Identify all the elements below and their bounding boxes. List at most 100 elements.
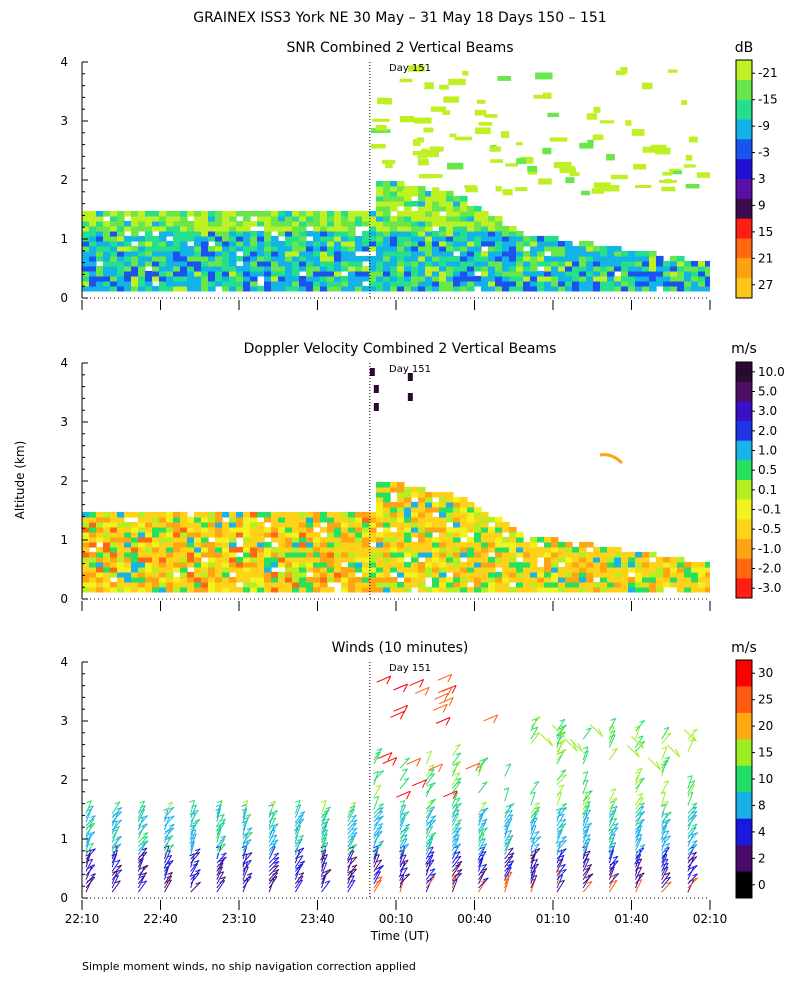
heatmap-cell <box>313 220 321 227</box>
wind-barb <box>111 811 123 823</box>
heatmap-cell <box>607 546 615 553</box>
heatmap-cell <box>376 260 384 267</box>
wind-barb <box>137 832 149 843</box>
heatmap-cell <box>117 240 125 247</box>
heatmap-cell <box>236 561 244 568</box>
wind-barb <box>373 807 384 819</box>
heatmap-cell <box>593 566 601 573</box>
wind-barb-flag <box>447 674 453 683</box>
heatmap-cell <box>569 172 580 177</box>
heatmap-cell <box>138 551 146 558</box>
heatmap-cell <box>446 195 454 202</box>
heatmap-cell <box>215 511 223 518</box>
wind-barb-flag <box>534 732 540 736</box>
heatmap-cell <box>446 531 454 538</box>
heatmap-cell <box>173 210 181 217</box>
heatmap-cell <box>656 581 664 588</box>
heatmap-cell <box>397 280 405 287</box>
wind-barb-flag <box>430 832 437 836</box>
heatmap-cell <box>208 210 216 217</box>
wind-barb-flag <box>273 856 280 860</box>
heatmap-cell <box>320 561 328 568</box>
heatmap-cell <box>257 270 265 277</box>
heatmap-cell <box>635 250 643 257</box>
wind-barb <box>268 878 275 893</box>
heatmap-cell <box>439 260 447 267</box>
heatmap-cell <box>383 285 391 292</box>
wind-barb-flag <box>561 835 567 839</box>
wind-barb-flag <box>493 714 499 724</box>
wind-barb-flag <box>561 724 567 728</box>
heatmap-cell <box>369 546 377 553</box>
heatmap-cell <box>390 270 398 277</box>
heatmap-cell <box>103 551 111 558</box>
heatmap-cell <box>201 581 209 588</box>
heatmap-cell <box>194 546 202 553</box>
heatmap-cell <box>600 265 608 272</box>
wind-barb <box>425 838 434 852</box>
heatmap-cell <box>467 536 475 543</box>
heatmap-cell <box>166 220 174 227</box>
heatmap-cell <box>432 240 440 247</box>
wind-barb <box>164 827 175 839</box>
heatmap-cell <box>208 245 216 252</box>
wind-barb <box>137 872 148 885</box>
heatmap-cell <box>152 255 160 262</box>
wind-barb-flag <box>167 835 174 838</box>
heatmap-cell <box>348 270 356 277</box>
heatmap-cell <box>691 285 699 292</box>
heatmap-cell <box>159 586 167 593</box>
heatmap-cell <box>327 260 335 267</box>
heatmap-cell <box>159 566 167 573</box>
heatmap-cell <box>362 546 370 553</box>
colorbar-label: -0.5 <box>758 522 781 536</box>
heatmap-cell <box>565 285 573 292</box>
wind-barb <box>556 874 564 889</box>
heatmap-cell <box>586 576 594 583</box>
heatmap-cell <box>159 531 167 538</box>
heatmap-cell <box>656 255 664 262</box>
heatmap-cell <box>334 561 342 568</box>
wind-barb-flag <box>351 827 358 831</box>
heatmap-cell <box>558 285 566 292</box>
heatmap-cell <box>145 571 153 578</box>
wind-barb <box>608 730 616 744</box>
heatmap-cell <box>551 576 559 583</box>
heatmap-cell <box>565 576 573 583</box>
heatmap-cell <box>187 536 195 543</box>
wind-barb <box>556 742 563 756</box>
heatmap-cell <box>670 576 678 583</box>
wind-barb-flag <box>456 827 462 831</box>
heatmap-cell <box>383 205 391 212</box>
heatmap-cell <box>327 225 335 232</box>
heatmap-cell <box>544 260 552 267</box>
heatmap-cell <box>250 280 258 287</box>
heatmap-cell <box>586 571 594 578</box>
heatmap-cell <box>159 255 167 262</box>
heatmap-cell <box>313 556 321 563</box>
heatmap-cell <box>417 155 428 159</box>
wind-barb-flag <box>560 748 567 752</box>
heatmap-cell <box>243 210 251 217</box>
heatmap-cell <box>278 541 286 548</box>
wind-barb <box>608 842 617 856</box>
wind-barb-flag <box>242 841 248 845</box>
heatmap-cell <box>614 566 622 573</box>
wind-barb <box>451 763 459 777</box>
heatmap-cell <box>530 536 538 543</box>
heatmap-cell <box>579 250 587 257</box>
heatmap-cell <box>124 240 132 247</box>
heatmap-cell <box>565 556 573 563</box>
heatmap-cell <box>474 230 482 237</box>
heatmap-cell <box>292 240 300 247</box>
heatmap-cell <box>481 210 489 217</box>
heatmap-cell <box>373 385 379 393</box>
heatmap-cell <box>187 571 195 578</box>
heatmap-cell <box>579 142 594 149</box>
heatmap-cell <box>320 225 328 232</box>
wind-barb-flag <box>581 812 588 816</box>
heatmap-cell <box>453 280 461 287</box>
heatmap-cell <box>166 260 174 267</box>
heatmap-cell <box>341 531 349 538</box>
